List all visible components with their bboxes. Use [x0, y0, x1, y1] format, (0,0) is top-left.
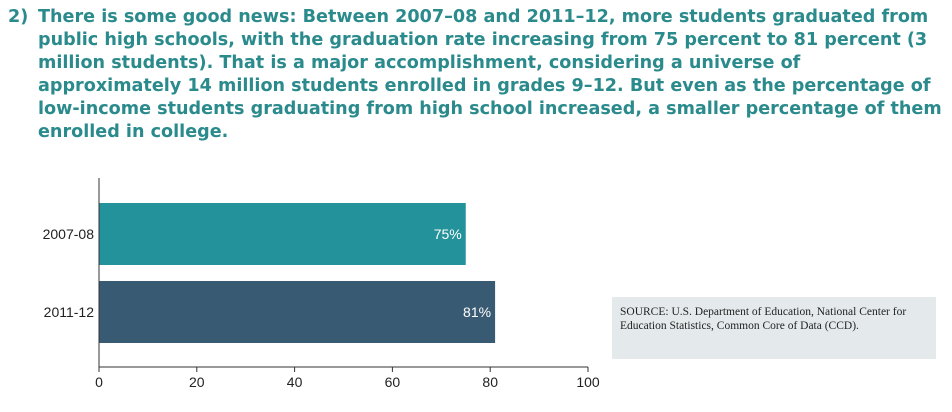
data-label-2011-12: 81%: [463, 304, 491, 320]
headline-number: 2): [8, 7, 29, 27]
bar-2007-08: [99, 203, 466, 265]
x-tick-label-100: 100: [576, 374, 600, 390]
data-label-2007-08: 75%: [434, 226, 462, 242]
bar-2011-12: [99, 281, 496, 343]
headline-text: There is some good news: Between 2007–08…: [38, 7, 942, 142]
x-tick-label-20: 20: [189, 374, 205, 390]
x-tick-label-60: 60: [385, 374, 401, 390]
x-tick-label-40: 40: [287, 374, 303, 390]
source-note: SOURCE: U.S. Department of Education, Na…: [612, 297, 936, 359]
x-tick-label-0: 0: [95, 374, 103, 390]
headline: 2) There is some good news: Between 2007…: [8, 6, 948, 144]
x-tick-label-80: 80: [482, 374, 498, 390]
category-label-2007-08: 2007-08: [43, 226, 95, 242]
category-label-2011-12: 2011-12: [44, 304, 95, 320]
